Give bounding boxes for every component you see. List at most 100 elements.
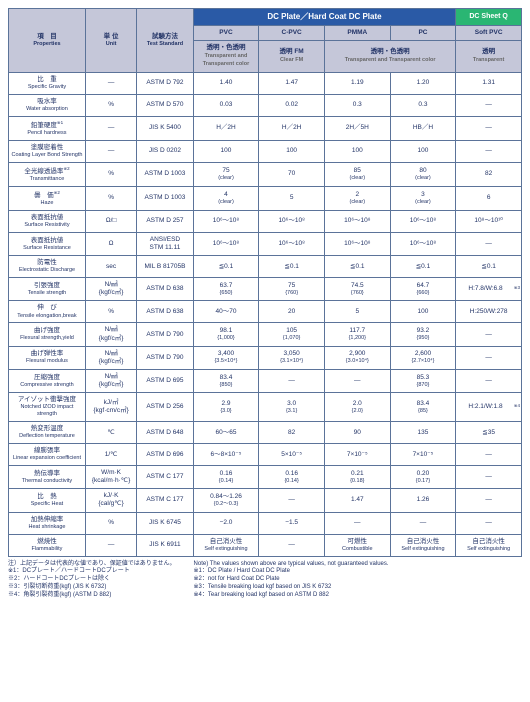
unit-cell: — <box>85 534 136 556</box>
table-row: 熱伝導率Thermal conductivityW/m·K{kcal/m·h·℃… <box>9 466 522 489</box>
test-cell: JIS K 6911 <box>137 534 193 556</box>
test-cell: ASTM D 695 <box>137 369 193 392</box>
value-cell: — <box>259 534 325 556</box>
value-cell: 6 <box>456 186 522 210</box>
value-cell: 0.16{0.14} <box>193 466 259 489</box>
test-cell: ASTM C 177 <box>137 489 193 512</box>
property-cell: 比 重Specific Gravity <box>9 72 86 94</box>
value-cell: 60〜65 <box>193 422 259 444</box>
value-cell: ≦0.1 <box>456 256 522 278</box>
value-cell: 10⁶〜10⁸ <box>259 210 325 232</box>
value-cell: 3,400{3.5×10⁴} <box>193 346 259 369</box>
test-cell: ASTM D 790 <box>137 346 193 369</box>
value-cell: 2,600{2.7×10⁴} <box>390 346 456 369</box>
value-cell: −2.0 <box>193 512 259 534</box>
notes-left: 注）上記データは代表的な値であり、保証値ではありません。※1：DCプレート／ハー… <box>8 561 176 600</box>
property-cell: 圧縮強度Compressive strength <box>9 369 86 392</box>
value-cell: — <box>390 512 456 534</box>
value-cell: 0.3 <box>324 94 390 116</box>
property-cell: 表面抵抗値Surface Resistivity <box>9 210 86 232</box>
value-cell: 自己消火性Self extinguishing <box>390 534 456 556</box>
value-cell: 7×10⁻⁵ <box>324 444 390 466</box>
test-cell: JIS D 0202 <box>137 140 193 162</box>
value-cell: 74.5{760} <box>324 278 390 301</box>
unit-cell: — <box>85 72 136 94</box>
hdr-softpvc: Soft PVC <box>456 26 522 41</box>
property-cell: 曲げ弾性率Flexural modulus <box>9 346 86 369</box>
unit-cell: N/㎟{kgf/c㎡} <box>85 346 136 369</box>
value-cell: — <box>456 489 522 512</box>
spec-table: 項 目 Properties 単 位 Unit 試験方法 Test Standa… <box>8 8 522 557</box>
value-cell: — <box>324 369 390 392</box>
unit-cell: Ω <box>85 232 136 255</box>
unit-cell: — <box>85 140 136 162</box>
unit-cell: W/m·K{kcal/m·h·℃} <box>85 466 136 489</box>
value-cell: 10⁶〜10⁸ <box>193 210 259 232</box>
value-cell: 82 <box>456 162 522 186</box>
value-cell: 90 <box>324 422 390 444</box>
value-cell: 93.2{950} <box>390 323 456 346</box>
property-cell: 表面抵抗値Surface Resistance <box>9 232 86 255</box>
note-line: ※3：Tensile breaking load kgf based on JI… <box>194 584 389 592</box>
value-cell: 100 <box>193 140 259 162</box>
value-cell: — <box>259 489 325 512</box>
test-cell: MIL B 81705B <box>137 256 193 278</box>
notes-block: 注）上記データは代表的な値であり、保証値ではありません。※1：DCプレート／ハー… <box>8 561 522 600</box>
value-cell: 自己消火性Self extinguishing <box>456 534 522 556</box>
value-cell: 63.7{650} <box>193 278 259 301</box>
hdr-sub-pvc: 透明・色透明Transparent and Transparent color <box>193 41 259 72</box>
table-row: 曇 価※2Haze%ASTM D 10034(clear)52(clear)3(… <box>9 186 522 210</box>
value-cell: — <box>456 512 522 534</box>
hdr-cpvc: C-PVC <box>259 26 325 41</box>
table-row: 熱変形温度Deflection temperature℃ASTM D 64860… <box>9 422 522 444</box>
hdr-sub-cpvc: 透明 FMClear FM <box>259 41 325 72</box>
value-cell: 0.84〜1.26{0.2〜0.3} <box>193 489 259 512</box>
value-cell: 0.02 <box>259 94 325 116</box>
value-cell: — <box>456 369 522 392</box>
table-row: 鉛筆硬度※1Pencil hardness—JIS K 5400H／2HH／2H… <box>9 116 522 140</box>
value-cell: 10⁸〜10¹⁰ <box>456 210 522 232</box>
value-cell: 70 <box>259 162 325 186</box>
value-cell: H／2H <box>259 116 325 140</box>
value-cell: 3.0{3.1} <box>259 393 325 422</box>
note-line: ※2：not for Hard Coat DC Plate <box>194 576 389 584</box>
value-cell: HB／H <box>390 116 456 140</box>
test-cell: ASTM D 256 <box>137 393 193 422</box>
value-cell: 10⁶〜10⁸ <box>390 232 456 255</box>
test-cell: ASTM D 570 <box>137 94 193 116</box>
property-cell: 加熱伸縮率Heat shrinkage <box>9 512 86 534</box>
hdr-dc-sheet-group: DC Sheet Q <box>456 9 522 26</box>
property-cell: 引張強度Tensile strength <box>9 278 86 301</box>
value-cell: 135 <box>390 422 456 444</box>
property-cell: 線膨張率Linear expansion coefficient <box>9 444 86 466</box>
table-row: 加熱伸縮率Heat shrinkage%JIS K 6745−2.0−1.5——… <box>9 512 522 534</box>
value-cell: 20 <box>259 301 325 323</box>
value-cell: 83.4{850} <box>193 369 259 392</box>
hdr-pmma: PMMA <box>324 26 390 41</box>
table-row: 曲げ弾性率Flexural modulusN/㎟{kgf/c㎡}ASTM D 7… <box>9 346 522 369</box>
value-cell: 10⁶〜10⁸ <box>324 232 390 255</box>
value-cell: 117.7{1,200} <box>324 323 390 346</box>
unit-cell: sec <box>85 256 136 278</box>
hdr-sub-softpvc: 透明Transparent <box>456 41 522 72</box>
table-row: 表面抵抗値Surface ResistivityΩ/□ASTM D 25710⁶… <box>9 210 522 232</box>
hdr-pc: PC <box>390 26 456 41</box>
table-row: 表面抵抗値Surface ResistanceΩANSI/ESDSTM 11.1… <box>9 232 522 255</box>
property-cell: 曇 価※2Haze <box>9 186 86 210</box>
property-cell: 鉛筆硬度※1Pencil hardness <box>9 116 86 140</box>
value-cell: — <box>456 116 522 140</box>
table-row: 比 重Specific Gravity—ASTM D 7921.401.471.… <box>9 72 522 94</box>
test-cell: ASTM D 790 <box>137 323 193 346</box>
test-cell: ASTM D 1003 <box>137 186 193 210</box>
unit-cell: N/㎟{kgf/c㎡} <box>85 278 136 301</box>
value-cell: 10⁶〜10⁸ <box>259 232 325 255</box>
test-cell: ASTM D 648 <box>137 422 193 444</box>
table-row: 曲げ強度Flexural strength,yieldN/㎟{kgf/c㎡}AS… <box>9 323 522 346</box>
table-row: 防電性Electrostatic DischargesecMIL B 81705… <box>9 256 522 278</box>
value-cell: 105{1,070} <box>259 323 325 346</box>
table-row: 圧縮強度Compressive strengthN/㎟{kgf/c㎡}ASTM … <box>9 369 522 392</box>
property-cell: 吸水率Water absorption <box>9 94 86 116</box>
hdr-dc-plate-group: DC Plate／Hard Coat DC Plate <box>193 9 456 26</box>
value-cell: 85.3{870} <box>390 369 456 392</box>
hdr-properties: 項 目 Properties <box>9 9 86 73</box>
